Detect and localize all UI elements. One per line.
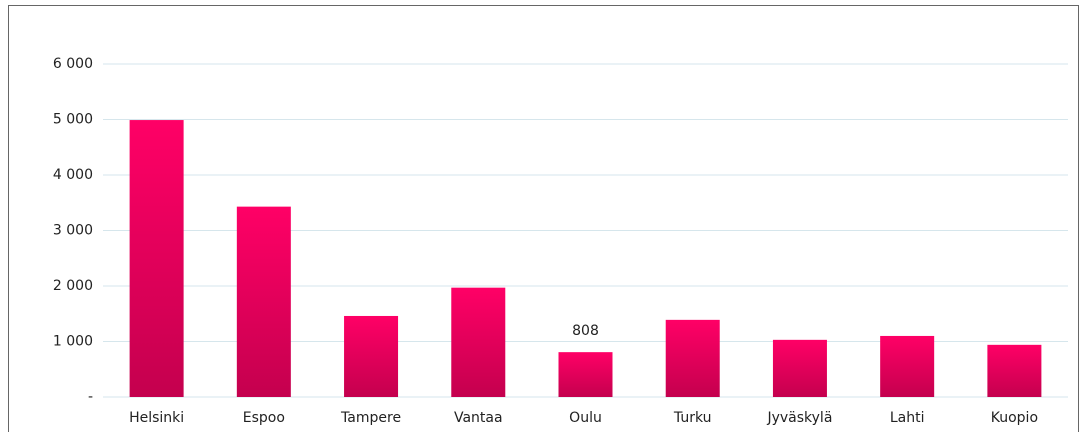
x-tick-label: Lahti [890, 410, 925, 426]
y-tick-label: 1 000 [53, 334, 93, 350]
bar [344, 315, 399, 397]
x-tick-label: Tampere [340, 410, 401, 426]
bar [451, 287, 506, 397]
x-tick-label: Jyväskylä [766, 410, 832, 426]
y-tick-label: 6 000 [53, 56, 93, 72]
frame [8, 5, 1079, 432]
bar [558, 352, 613, 397]
x-tick-label: Helsinki [129, 410, 184, 426]
x-tick-label: Kuopio [991, 410, 1038, 426]
bar [129, 120, 184, 398]
bar [880, 335, 935, 397]
y-tick-label: 4 000 [53, 167, 93, 183]
y-tick-label: 3 000 [53, 223, 93, 239]
x-tick-label: Espoo [243, 410, 285, 426]
x-tick-label: Oulu [569, 410, 602, 426]
bar [987, 344, 1042, 397]
y-tick-label: 2 000 [53, 278, 93, 294]
y-tick-label: 5 000 [53, 112, 93, 128]
x-tick-label: Turku [673, 410, 712, 426]
y-tick-label: - [88, 389, 93, 405]
bar [665, 319, 720, 397]
bar [772, 339, 827, 397]
bar [236, 206, 291, 397]
x-tick-label: Vantaa [454, 410, 503, 426]
data-label: 808 [572, 323, 599, 339]
